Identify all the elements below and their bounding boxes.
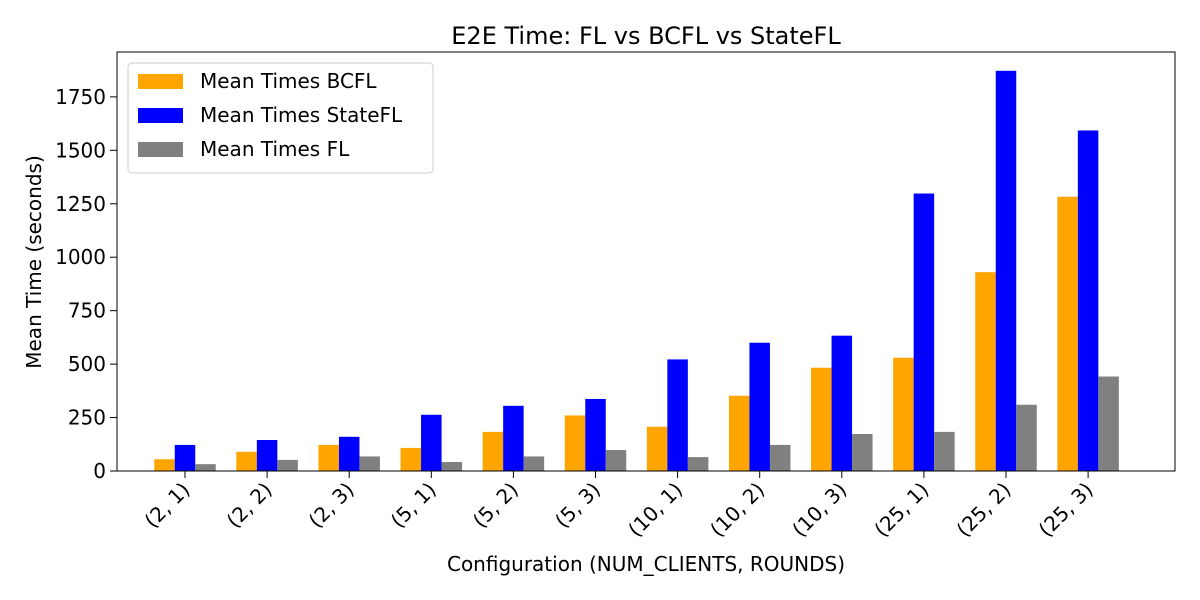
bar-1-11 [1077, 130, 1099, 471]
x-tick-label: (2, 1) [140, 478, 195, 533]
bar-0-4 [482, 431, 504, 471]
chart-title: E2E Time: FL vs BCFL vs StateFL [451, 22, 841, 50]
y-tick-label: 1000 [55, 245, 106, 269]
legend-label: Mean Times StateFL [200, 103, 403, 127]
bar-1-3 [421, 414, 442, 471]
bar-2-9 [934, 431, 955, 471]
bar-2-5 [605, 450, 627, 471]
legend-swatch [138, 108, 183, 123]
bar-2-7 [769, 444, 791, 471]
bar-2-11 [1098, 376, 1119, 471]
x-tick-label: (10, 3) [787, 478, 851, 542]
bar-0-5 [564, 415, 586, 471]
bar-1-10 [995, 70, 1017, 471]
y-tick-label: 500 [68, 352, 106, 376]
legend-swatch [138, 74, 183, 89]
x-tick-label: (2, 3) [304, 478, 359, 533]
bar-0-10 [975, 272, 996, 471]
bar-0-9 [893, 357, 914, 471]
x-tick-label: (5, 1) [386, 478, 441, 533]
bar-0-0 [154, 459, 175, 471]
legend-label: Mean Times BCFL [200, 69, 377, 93]
bar-1-4 [503, 405, 524, 471]
bar-1-2 [338, 436, 360, 471]
y-tick-label: 1250 [55, 192, 106, 216]
bar-0-11 [1057, 196, 1078, 472]
bar-0-1 [236, 451, 257, 471]
bar-2-0 [195, 464, 216, 471]
y-tick-label: 1500 [55, 138, 106, 162]
bar-1-6 [667, 359, 688, 471]
y-tick-label: 250 [68, 406, 106, 430]
bar-0-7 [728, 395, 750, 471]
bar-1-8 [831, 335, 853, 471]
y-axis-label: Mean Time (seconds) [22, 155, 46, 369]
bar-2-2 [359, 456, 380, 471]
bar-1-7 [749, 342, 770, 471]
y-tick-label: 1750 [55, 85, 106, 109]
x-tick-label: (5, 2) [468, 478, 523, 533]
bar-1-5 [585, 398, 606, 471]
legend-swatch [138, 142, 183, 157]
x-tick-label: (25, 3) [1034, 478, 1098, 542]
bar-2-10 [1016, 404, 1037, 471]
bars-group [154, 70, 1119, 472]
legend: Mean Times BCFL Mean Times StateFL Mean Ti… [127, 62, 434, 174]
x-tick-label: (5, 3) [550, 478, 605, 533]
bar-0-8 [811, 367, 832, 471]
x-axis-label: Configuration (NUM_CLIENTS, ROUNDS) [447, 552, 845, 576]
bar-0-2 [318, 444, 339, 471]
y-axis: 0 250 500 750 1000 1250 1500 1750 [55, 85, 117, 483]
bar-2-1 [277, 459, 298, 471]
bar-2-4 [523, 456, 545, 471]
bar-0-3 [400, 447, 422, 471]
bar-1-1 [256, 440, 278, 471]
y-tick-label: 0 [93, 459, 106, 483]
bar-2-8 [852, 434, 873, 471]
bar-2-6 [687, 457, 709, 471]
bar-1-9 [913, 193, 935, 471]
x-tick-label: (10, 1) [623, 478, 687, 542]
x-axis: (2, 1) (2, 2) (2, 3) (5, 1) (5, 2) (5, 3) (10,… [140, 471, 1098, 542]
x-tick-label: (25, 1) [869, 478, 933, 542]
plot-frame [116, 51, 1176, 472]
bar-0-6 [646, 426, 668, 471]
x-tick-label: (25, 2) [952, 478, 1016, 542]
x-tick-label: (10, 2) [705, 478, 769, 542]
y-tick-label: 750 [68, 299, 106, 323]
legend-box [127, 62, 434, 174]
bar-2-3 [441, 462, 463, 471]
x-tick-label: (2, 2) [222, 478, 277, 533]
legend-label: Mean Times FL [200, 137, 350, 161]
bar-1-0 [174, 444, 196, 471]
